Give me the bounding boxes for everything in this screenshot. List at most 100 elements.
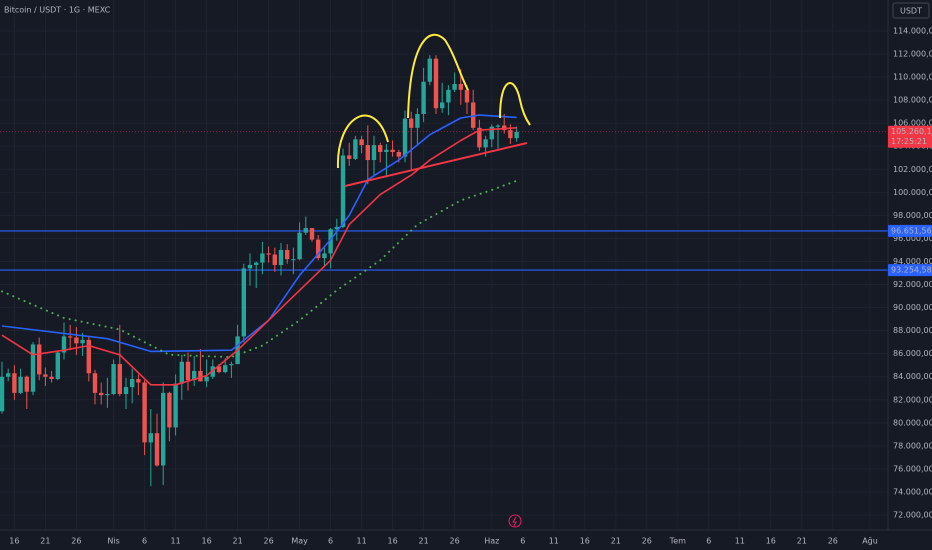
x-tick-label: Nis [107,537,119,546]
drawing-curve [499,82,531,126]
candle-body [396,152,401,157]
x-tick-label: 11 [357,537,367,546]
y-tick-label: 86.000,00 [893,349,932,358]
candle-body [483,139,488,148]
candle-body [477,127,482,148]
candle-body [86,339,91,374]
candle-body [489,126,494,140]
x-tick-label: 16 [9,537,19,546]
x-tick-label: Ağu [862,537,878,546]
candle-body [61,336,67,353]
candle-body [80,339,85,344]
candle-body [49,376,54,380]
currency-button[interactable] [892,2,930,19]
candle-body [105,394,110,396]
trend-line [344,142,528,187]
candle-body [148,433,153,443]
y-tick-label: 90.000,00 [893,303,932,312]
candle-body [285,249,290,260]
candle-body [185,361,191,381]
candle-body [291,259,296,261]
candle-body [359,139,364,146]
drawing-curve [336,114,389,169]
candle-body [390,149,395,153]
candle-body [384,149,389,153]
candle-body [216,366,222,373]
x-tick-label: Tem [669,537,686,546]
candle-body [334,226,339,230]
candle-body [154,433,160,466]
candle-body [309,228,315,240]
level-tag [888,264,932,277]
candle-body [198,370,203,382]
candle-body [495,125,501,127]
candle-body [514,131,519,139]
level-tag-label: 96.651,56 [891,226,932,235]
candle-body [247,264,253,269]
candle-body [136,379,141,383]
x-tick-label: 21 [233,537,243,546]
candle-body [0,376,5,412]
candle-body [340,155,346,227]
x-tick-label: 21 [419,537,429,546]
candle-body [179,361,184,384]
x-tick-label: 6 [520,537,525,546]
candle-body [117,364,122,395]
x-tick-label: 26 [71,537,81,546]
x-tick-label: 11 [549,537,559,546]
candle-body [464,89,470,103]
y-tick-label: 110.000,00 [893,73,932,82]
candle-body [347,155,352,159]
y-tick-label: 84.000,00 [893,372,932,381]
y-tick-label: 78.000,00 [893,441,932,450]
y-tick-label: 80.000,00 [893,418,932,427]
candle-body [123,387,129,395]
candle-body [68,336,73,338]
candle-body [322,253,327,259]
candle-body [458,84,463,90]
candle-body [92,373,98,393]
x-tick-label: 26 [642,537,652,546]
candle-body [433,58,439,109]
event-icon[interactable] [508,514,522,528]
x-tick-label: 16 [766,537,776,546]
candle-body [260,253,265,263]
x-tick-label: 16 [388,537,398,546]
y-tick-label: 106.000,00 [893,119,932,128]
y-tick-label: 74.000,00 [893,487,932,496]
candle-body [440,102,445,109]
x-tick-label: 26 [264,537,274,546]
candle-body [37,344,42,375]
candle-body [167,392,172,428]
candle-body [328,229,333,254]
candle-body [415,113,420,128]
chart-title: Bitcoin / USDT · 1G · MEXC [4,6,111,15]
y-tick-label: 98.000,00 [893,211,932,220]
level-tag-label: 93.254,58 [891,266,932,275]
candle-body [12,373,17,393]
candle-body [278,249,284,265]
candle-body [204,376,209,382]
x-tick-label: 16 [202,537,212,546]
event-icon-bolt [512,516,517,527]
x-tick-label: 21 [40,537,50,546]
x-tick-label: Haz [484,537,499,546]
candle-body [378,145,383,153]
candle-body [371,145,377,161]
candle-body [316,239,321,259]
candle-body [266,253,271,255]
candle-body [43,374,48,377]
x-tick-label: 11 [171,537,181,546]
y-tick-label: 88.000,00 [893,326,932,335]
y-tick-label: 72.000,00 [893,511,932,520]
candle-body [161,392,166,466]
indicator-line [1,114,517,353]
x-tick-label: 26 [450,537,460,546]
currency-label: USDT [900,7,922,16]
y-tick-label: 114.000,00 [893,27,932,36]
candle-body [6,373,11,377]
candle-body [402,118,408,157]
y-tick-label: 82.000,00 [893,395,932,404]
indicator-line [1,127,517,386]
